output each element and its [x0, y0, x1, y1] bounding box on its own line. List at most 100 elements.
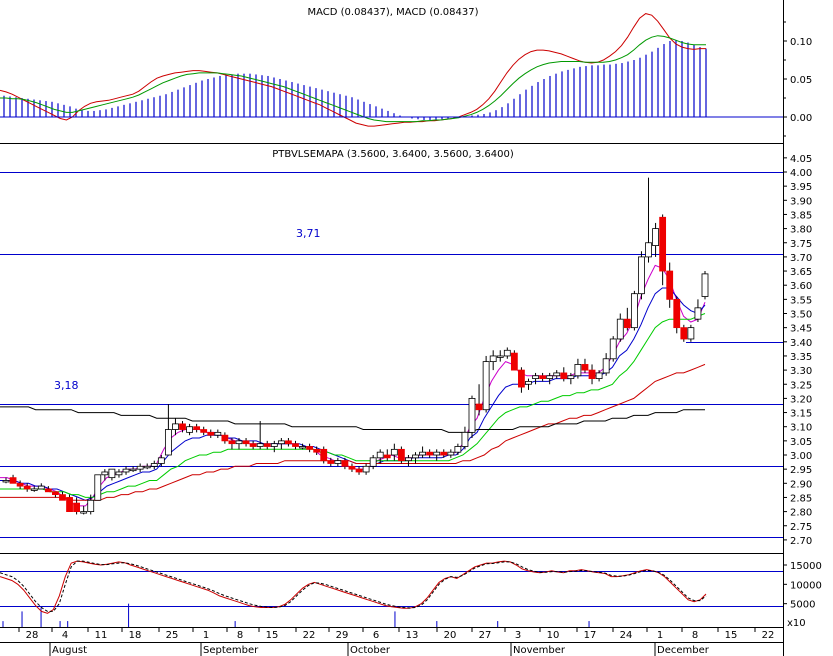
candle-body-up [461, 431, 469, 447]
candle [94, 474, 102, 501]
x-tick-label: 15 [266, 630, 279, 641]
candle-body-up [87, 499, 95, 512]
candle-body-up [433, 451, 441, 456]
price-ytick-label: 3.55 [790, 295, 812, 306]
candle [433, 449, 441, 461]
candle-body-up [546, 375, 554, 379]
candle-body-down [59, 494, 66, 501]
candle [292, 440, 299, 450]
volume-panel: 15000 10000 5000 x10 [0, 560, 822, 629]
candle-body-up [489, 355, 497, 363]
candle-body-down [200, 429, 208, 433]
candle [595, 370, 603, 382]
candle [652, 222, 659, 257]
candle [59, 491, 66, 501]
candle-body-down [348, 465, 356, 470]
x-axis: 28 4 11 18 25 1 8 15 22 29 6 13 20 27 3 10 17 24 1 8 15 22 Au… [0, 627, 783, 656]
candle-body-up [496, 355, 504, 358]
month-label: October [350, 645, 391, 656]
candle [560, 367, 568, 382]
candle-body-up [37, 485, 45, 490]
x-tick-label: 15 [725, 630, 738, 641]
candle-body-down [355, 468, 363, 473]
candle-body-up [164, 429, 172, 456]
macd-line-2 [0, 35, 706, 123]
candle [574, 358, 582, 379]
candle [666, 262, 674, 308]
candle [546, 372, 554, 385]
candle-body-down [207, 431, 215, 436]
candle [567, 372, 575, 385]
candle-body-up [122, 468, 130, 473]
candle [37, 483, 45, 490]
candle [327, 457, 335, 467]
candle [553, 370, 561, 379]
candle-body-up [701, 273, 709, 297]
candle [150, 460, 158, 470]
macd-lines [0, 13, 706, 127]
x-tick-label: 29 [336, 630, 349, 641]
candle [235, 438, 243, 450]
candle [659, 214, 667, 286]
candle [221, 432, 229, 444]
candle-body-down [510, 352, 518, 371]
candle-body-down [440, 451, 448, 456]
price-panel: PTBVLSEMAPA (3.5600, 3.6400, 3.5600, 3.6… [0, 149, 812, 547]
candle [376, 449, 384, 464]
candle [362, 463, 370, 475]
candle [30, 486, 38, 492]
candle-body-up [80, 511, 88, 514]
volume-bars [2, 603, 590, 627]
candle [270, 440, 278, 453]
candle-body-up [638, 256, 645, 295]
candle-body-up [172, 423, 179, 430]
volume-ytick-label: 5000 [790, 600, 815, 611]
candle-body-up [390, 448, 398, 456]
price-ytick-label: 3.10 [790, 423, 812, 434]
candle [341, 457, 349, 470]
price-ytick-label: 2.95 [790, 465, 812, 476]
candle [9, 474, 17, 484]
x-tick-label: 20 [444, 630, 457, 641]
price-ytick-label: 3.90 [790, 196, 812, 207]
x-tick-label: 25 [166, 630, 179, 641]
candle [157, 455, 165, 467]
x-tick-label: 4 [62, 630, 68, 641]
candle-body-down [313, 448, 321, 453]
x-axis-day-ticks: 28 4 11 18 25 1 8 15 22 29 6 13 20 27 3 10 17 24 1 8 15 22 [18, 627, 774, 641]
candle [426, 449, 434, 458]
candle [299, 443, 306, 450]
candle-body-down [249, 443, 257, 447]
candle-body-up [115, 471, 123, 476]
candle-body-up [419, 451, 426, 456]
candle [694, 299, 702, 322]
candle-body-up [574, 364, 582, 377]
month-label: August [52, 645, 87, 656]
candle-body-up [652, 228, 659, 246]
candle-body-down [292, 443, 299, 447]
candle [2, 477, 10, 484]
candle [447, 449, 455, 458]
candle [87, 494, 95, 515]
candle-body-up [362, 465, 370, 473]
candle [186, 423, 193, 436]
candle-body-down [397, 448, 405, 462]
candle [73, 497, 81, 515]
month-label: September [203, 645, 259, 656]
candle [80, 505, 88, 515]
price-ytick-label: 3.65 [790, 267, 812, 278]
price-ytick-label: 3.15 [790, 409, 812, 420]
price-ytick-label: 3.95 [790, 182, 812, 193]
candle [687, 324, 695, 342]
candle [355, 466, 363, 475]
candle-body-down [285, 440, 292, 445]
candle-body-down [659, 216, 667, 272]
candle-body-down [588, 369, 596, 379]
macd-title: MACD (0.08437), MACD (0.08437) [308, 7, 479, 18]
candle-body-down [341, 460, 349, 467]
month-label: November [513, 645, 566, 656]
candle-body-up [235, 440, 243, 445]
x-tick-label: 1 [657, 630, 663, 641]
candle [115, 469, 123, 478]
candle [348, 463, 356, 472]
